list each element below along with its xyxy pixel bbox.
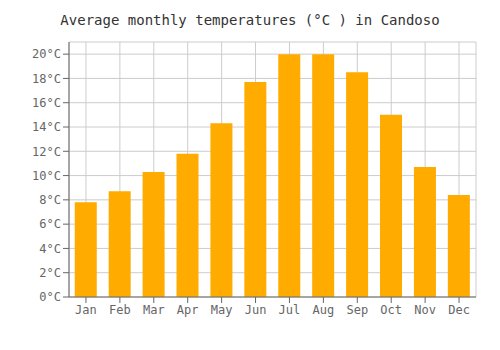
svg-text:14°C: 14°C — [32, 120, 61, 134]
svg-text:Nov: Nov — [414, 303, 436, 317]
svg-text:12°C: 12°C — [32, 145, 61, 159]
svg-text:Mar: Mar — [143, 303, 165, 317]
svg-text:16°C: 16°C — [32, 96, 61, 110]
svg-text:Oct: Oct — [380, 303, 402, 317]
svg-text:Apr: Apr — [177, 303, 199, 317]
svg-text:Aug: Aug — [313, 303, 335, 317]
svg-text:Feb: Feb — [109, 303, 131, 317]
svg-text:4°C: 4°C — [39, 242, 61, 256]
svg-text:Sep: Sep — [346, 303, 368, 317]
svg-text:Jul: Jul — [279, 303, 301, 317]
svg-text:May: May — [211, 303, 233, 317]
svg-text:Jun: Jun — [245, 303, 267, 317]
svg-text:20°C: 20°C — [32, 47, 61, 61]
svg-text:Dec: Dec — [448, 303, 470, 317]
svg-text:6°C: 6°C — [39, 217, 61, 231]
html-text:Average monthly temperatures (: Average monthly temperatures (°C ) in Ca… — [60, 12, 440, 28]
svg-text:18°C: 18°C — [32, 72, 61, 86]
svg-text:0°C: 0°C — [39, 290, 61, 304]
svg-text:8°C: 8°C — [39, 193, 61, 207]
svg-text:2°C: 2°C — [39, 266, 61, 280]
svg-text:10°C: 10°C — [32, 169, 61, 183]
svg-text:Jan: Jan — [75, 303, 97, 317]
